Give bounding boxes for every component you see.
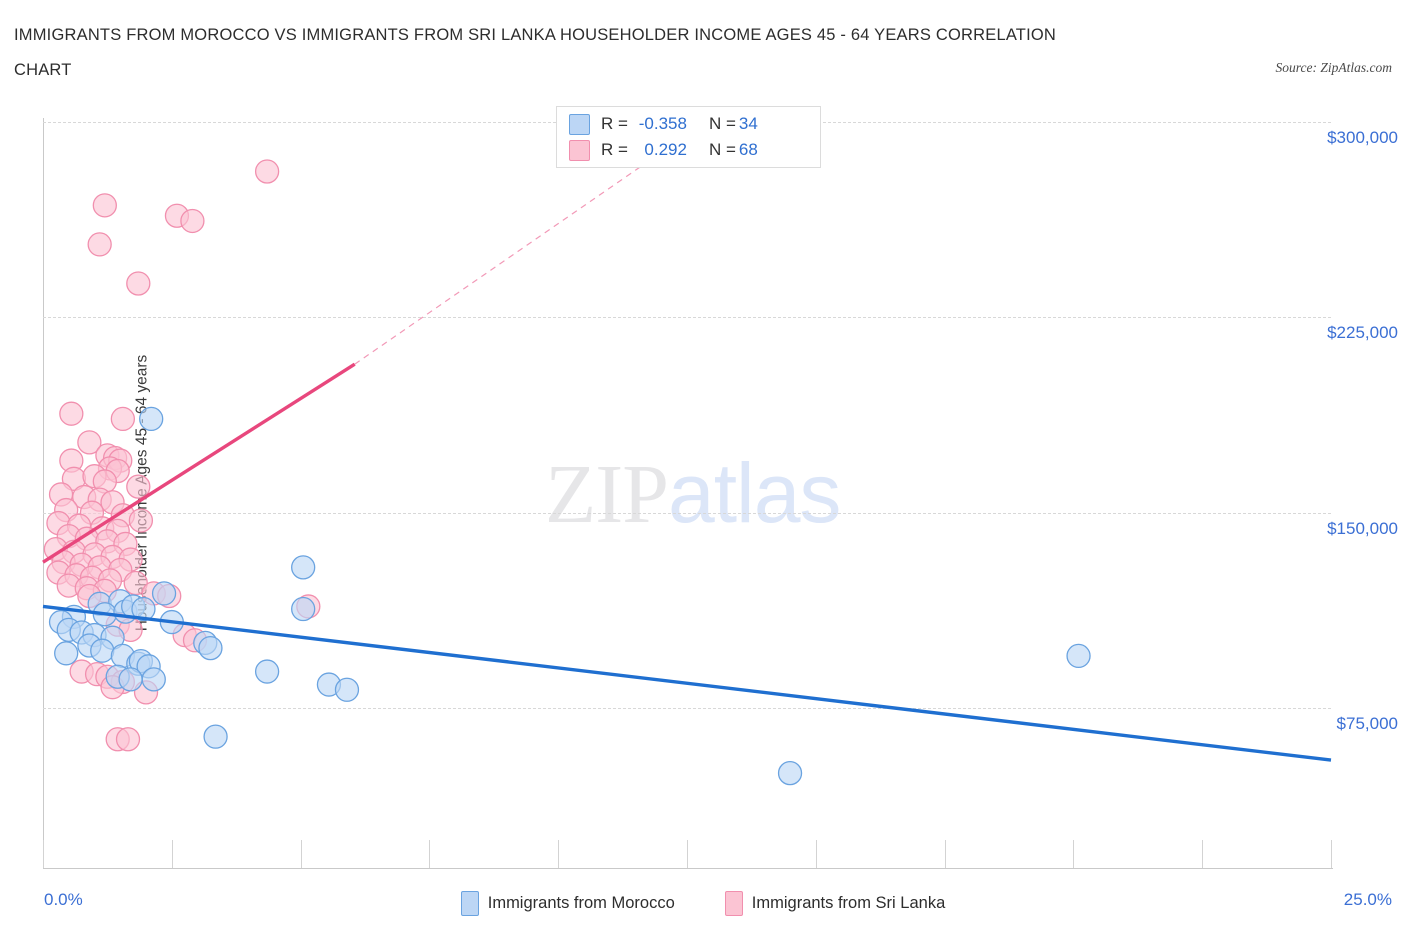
data-point	[90, 638, 115, 663]
x-axis-tick	[300, 840, 302, 868]
srilanka-r-value: 0.292	[644, 140, 687, 159]
data-point	[77, 430, 102, 455]
data-point	[59, 401, 84, 426]
srilanka-swatch-icon	[569, 139, 590, 161]
source-attribution: Source: ZipAtlas.com	[1275, 60, 1392, 75]
data-point	[203, 724, 228, 749]
srilanka-trendline	[42, 362, 356, 564]
data-point	[291, 596, 316, 622]
title-block: IMMIGRANTS FROM MOROCCO VS IMMIGRANTS FR…	[14, 18, 1394, 88]
data-point	[126, 474, 151, 499]
data-point	[118, 667, 143, 692]
data-point	[334, 677, 360, 702]
data-point	[777, 760, 803, 786]
data-point	[92, 193, 117, 218]
x-axis-tick	[687, 840, 688, 868]
legend-item-morocco[interactable]: Immigrants from Morocco	[460, 890, 675, 916]
data-point	[254, 159, 280, 184]
data-point	[141, 667, 166, 692]
x-axis-tick	[1331, 840, 1332, 868]
morocco-legend-swatch-icon	[460, 890, 479, 916]
morocco-points	[48, 406, 1091, 786]
data-point	[151, 581, 177, 606]
watermark-atlas: atlas	[668, 446, 841, 540]
x-axis-tick	[815, 840, 817, 868]
gridline	[43, 317, 1331, 319]
x-axis-tick	[558, 840, 560, 868]
data-point	[128, 508, 154, 533]
morocco-n-label: N =	[708, 114, 736, 133]
page-title: IMMIGRANTS FROM MOROCCO VS IMMIGRANTS FR…	[14, 26, 1057, 79]
legend-label-morocco: Immigrants from Morocco	[487, 893, 675, 912]
srilanka-n-value: 68	[738, 140, 758, 159]
x-axis-min-label: 0.0%	[44, 890, 83, 909]
x-axis-max-label: 25.0%	[1343, 890, 1392, 909]
watermark-zip: ZIP	[545, 448, 669, 541]
gridline	[43, 512, 1331, 514]
x-axis-tick	[43, 840, 44, 868]
data-point	[198, 635, 223, 661]
data-point	[54, 641, 79, 666]
correlation-stats-box: R = -0.358 N = 34 R = 0.292 N = 68	[556, 106, 821, 168]
legend-item-srilanka[interactable]: Immigrants from Sri Lanka	[724, 890, 946, 916]
morocco-swatch-icon	[569, 113, 590, 135]
morocco-n-value: 34	[738, 114, 758, 133]
srilanka-n-label: N =	[708, 140, 736, 159]
x-axis-tick	[1202, 840, 1204, 868]
data-point	[1066, 643, 1091, 669]
data-point	[254, 659, 280, 684]
morocco-trendline	[42, 604, 1332, 762]
chart-legend: Immigrants from Morocco Immigrants from …	[0, 888, 1406, 918]
x-axis-tick	[171, 840, 173, 868]
x-axis-line	[43, 868, 1333, 869]
data-point	[110, 406, 136, 432]
data-point	[139, 406, 164, 432]
data-point	[291, 555, 316, 580]
data-point	[123, 570, 148, 596]
srilanka-legend-swatch-icon	[724, 890, 743, 916]
srilanka-points	[43, 159, 321, 752]
legend-label-srilanka: Immigrants from Sri Lanka	[751, 893, 946, 912]
gridline	[43, 708, 1331, 709]
data-point	[115, 727, 141, 752]
data-point	[131, 596, 156, 622]
data-point	[180, 208, 205, 234]
stats-row-srilanka: R = 0.292 N = 68	[569, 137, 808, 163]
y-axis-line	[43, 118, 44, 868]
zipatlas-watermark: ZIPatlas	[545, 446, 945, 541]
x-axis-tick	[1073, 840, 1075, 868]
stats-row-morocco: R = -0.358 N = 34	[569, 111, 808, 137]
data-point	[126, 271, 151, 296]
x-axis-tick	[944, 840, 946, 868]
srilanka-r-label: R =	[601, 140, 628, 159]
morocco-r-value: -0.358	[638, 114, 687, 133]
data-point	[87, 232, 112, 257]
x-axis-tick	[429, 840, 431, 868]
morocco-r-label: R =	[601, 114, 628, 133]
